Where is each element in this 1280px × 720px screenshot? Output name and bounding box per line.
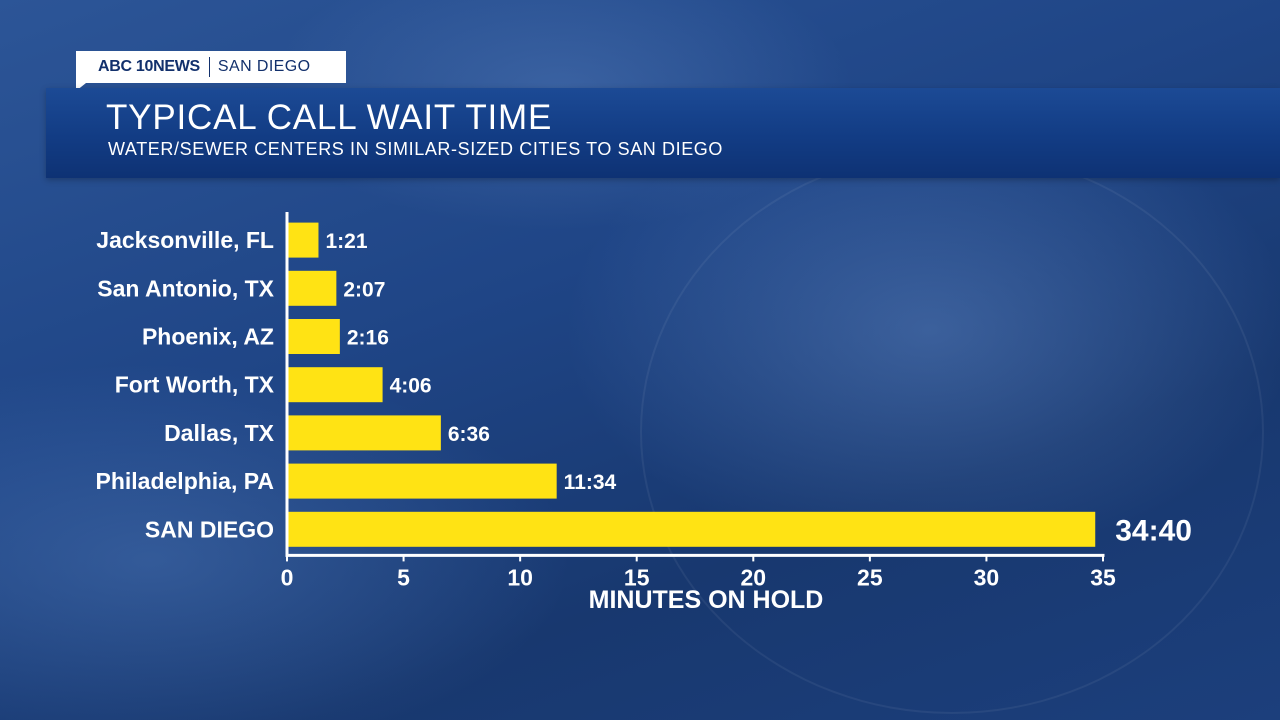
- bars-layer: Jacksonville, FL 1:21 San Antonio, TX 2:07 P…: [96, 222, 1192, 547]
- x-tick-label: 20: [740, 564, 766, 590]
- logo-divider: [208, 57, 210, 77]
- title-bar: TYPICAL CALL WAIT TIME WATER/SEWER CENTE…: [46, 88, 1280, 178]
- bar: [287, 463, 557, 499]
- station-city: SAN DIEGO: [217, 58, 311, 75]
- chart-subtitle: WATER/SEWER CENTERS IN SIMILAR-SIZED CIT…: [108, 139, 724, 159]
- station-logo-tab: ABC 10NEWS SAN DIEGO: [76, 51, 346, 91]
- bar: [287, 270, 337, 306]
- data-label: 34:40: [1115, 514, 1192, 547]
- bar: [287, 319, 340, 354]
- bar: [287, 511, 1096, 547]
- bar: [287, 222, 319, 258]
- station-logo: ABC 10NEWS: [98, 58, 200, 75]
- axis-layer: 0 5 10 15 20 25 30 35: [281, 212, 1116, 590]
- data-label: 4:06: [390, 375, 432, 398]
- chart-title: TYPICAL CALL WAIT TIME: [106, 98, 553, 137]
- data-label: 6:36: [448, 423, 490, 446]
- category-label: Dallas, TX: [164, 420, 275, 446]
- x-axis-label: MINUTES ON HOLD: [589, 586, 824, 614]
- x-tick-label: 0: [281, 564, 294, 590]
- category-label: Phoenix, AZ: [142, 324, 274, 350]
- x-tick-label: 5: [397, 564, 410, 590]
- bar: [287, 415, 441, 451]
- x-tick-label: 25: [857, 564, 883, 590]
- data-label: 2:16: [347, 327, 389, 350]
- x-tick-label: 15: [624, 564, 650, 590]
- category-label: Fort Worth, TX: [115, 372, 275, 398]
- category-label: SAN DIEGO: [145, 516, 274, 542]
- x-tick-label: 10: [507, 564, 533, 590]
- data-label: 2:07: [343, 278, 385, 301]
- data-label: 1:21: [325, 230, 367, 253]
- category-label: San Antonio, TX: [97, 275, 274, 301]
- data-label: 11:34: [564, 471, 617, 494]
- x-tick-label: 30: [974, 564, 1000, 590]
- bar: [287, 367, 383, 403]
- x-tick-label: 35: [1090, 564, 1116, 590]
- category-label: Jacksonville, FL: [96, 227, 274, 253]
- category-label: Philadelphia, PA: [96, 468, 275, 494]
